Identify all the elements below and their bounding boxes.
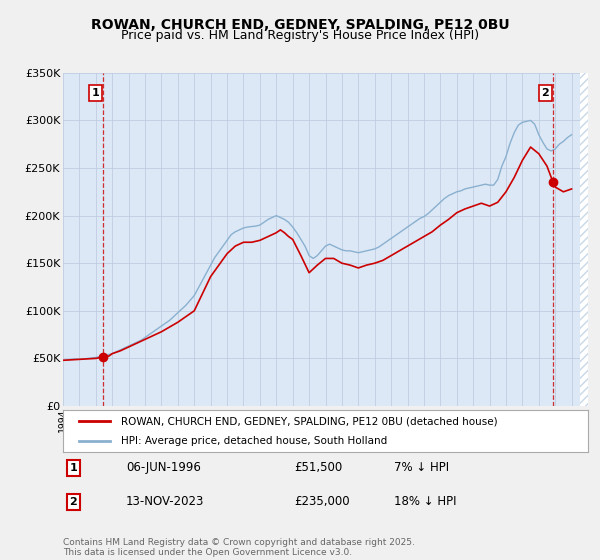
Text: ROWAN, CHURCH END, GEDNEY, SPALDING, PE12 0BU: ROWAN, CHURCH END, GEDNEY, SPALDING, PE1…	[91, 18, 509, 32]
Text: 13-NOV-2023: 13-NOV-2023	[126, 496, 205, 508]
Text: 7% ↓ HPI: 7% ↓ HPI	[394, 461, 449, 474]
Text: HPI: Average price, detached house, South Holland: HPI: Average price, detached house, Sout…	[121, 436, 387, 446]
Text: 1: 1	[92, 88, 99, 98]
Text: 2: 2	[542, 88, 550, 98]
Text: ROWAN, CHURCH END, GEDNEY, SPALDING, PE12 0BU (detached house): ROWAN, CHURCH END, GEDNEY, SPALDING, PE1…	[121, 417, 497, 426]
Text: 1: 1	[70, 463, 77, 473]
Text: £235,000: £235,000	[294, 496, 350, 508]
Text: 18% ↓ HPI: 18% ↓ HPI	[394, 496, 456, 508]
Text: Price paid vs. HM Land Registry's House Price Index (HPI): Price paid vs. HM Land Registry's House …	[121, 29, 479, 42]
Text: 2: 2	[70, 497, 77, 507]
Text: £51,500: £51,500	[294, 461, 342, 474]
Text: Contains HM Land Registry data © Crown copyright and database right 2025.
This d: Contains HM Land Registry data © Crown c…	[63, 538, 415, 557]
Text: 06-JUN-1996: 06-JUN-1996	[126, 461, 201, 474]
